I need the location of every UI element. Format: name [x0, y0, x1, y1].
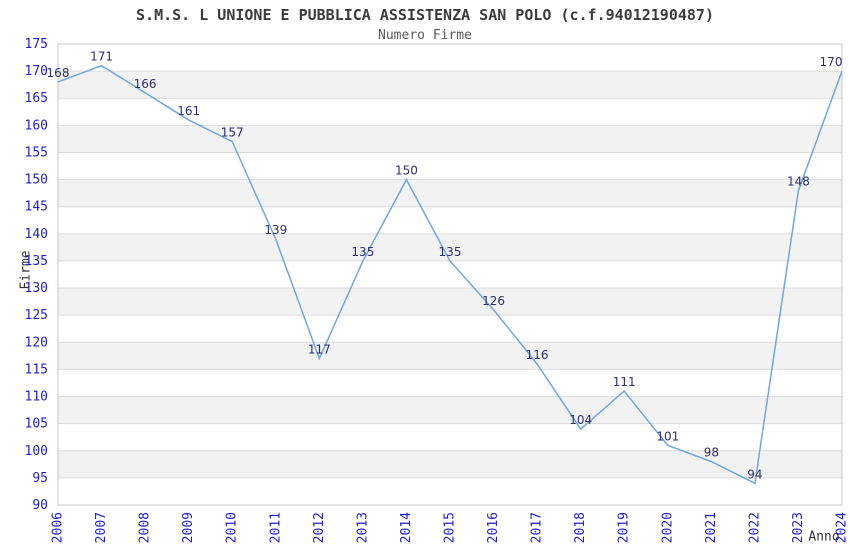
y-tick-label: 170 — [25, 64, 48, 79]
plot-border — [57, 43, 843, 506]
data-label: 104 — [569, 413, 592, 427]
x-tick-label: 2023 — [791, 512, 806, 543]
data-label: 101 — [656, 429, 679, 443]
data-label: 168 — [47, 66, 70, 80]
y-tick-label: 115 — [25, 362, 48, 377]
y-tick-label: 150 — [25, 173, 48, 188]
x-tick-label: 2013 — [355, 512, 370, 543]
x-tick-label: 2008 — [138, 512, 153, 543]
data-label: 171 — [90, 50, 113, 64]
x-tick-label: 2012 — [312, 512, 327, 543]
plot-band — [58, 450, 842, 478]
data-label: 148 — [787, 174, 810, 188]
data-label: 135 — [351, 245, 374, 259]
data-label: 94 — [747, 467, 762, 481]
x-axis-title: Anno — [808, 529, 840, 545]
series-line — [57, 64, 843, 485]
data-label: 98 — [704, 446, 719, 460]
plot-band — [58, 288, 842, 316]
x-tick-label: 2018 — [573, 512, 588, 543]
x-tick-label: 2021 — [704, 512, 719, 543]
data-label: 161 — [177, 104, 200, 118]
x-tick-label: 2022 — [747, 512, 762, 543]
x-tick-label: 2010 — [225, 512, 240, 543]
y-tick-label: 145 — [25, 200, 48, 215]
plot-band — [58, 233, 842, 261]
plot-band — [58, 179, 842, 207]
y-tick-label: 130 — [25, 281, 48, 296]
x-tick-label: 2016 — [486, 512, 501, 543]
y-tick-label: 135 — [25, 254, 48, 269]
x-tick-label: 2019 — [617, 512, 632, 543]
y-tick-label: 125 — [25, 308, 48, 323]
chart-title: S.M.S. L UNIONE E PUBBLICA ASSISTENZA SA… — [136, 6, 714, 24]
data-label: 170 — [820, 55, 843, 69]
y-tick-label: 110 — [25, 390, 48, 405]
y-tick-label: 90 — [32, 498, 48, 513]
y-tick-label: 120 — [25, 335, 48, 350]
data-label: 139 — [264, 223, 287, 237]
x-tick-label: 2007 — [94, 512, 109, 543]
plot-band — [58, 342, 842, 370]
data-label: 135 — [439, 245, 462, 259]
data-label: 166 — [134, 77, 157, 91]
data-label: 111 — [613, 375, 636, 389]
y-tick-label: 165 — [25, 91, 48, 106]
x-tick-label: 2009 — [181, 512, 196, 543]
x-tick-label: 2006 — [51, 512, 66, 543]
x-tick-label: 2017 — [530, 512, 545, 543]
y-tick-label: 160 — [25, 118, 48, 133]
plot-band — [58, 125, 842, 153]
data-label: 157 — [221, 126, 244, 140]
data-label: 126 — [482, 294, 505, 308]
data-label: 116 — [526, 348, 549, 362]
x-tick-label: 2020 — [660, 512, 675, 543]
y-tick-label: 140 — [25, 227, 48, 242]
plot-band — [58, 396, 842, 424]
chart-subtitle: Numero Firme — [378, 28, 472, 43]
x-tick-label: 2024 — [835, 512, 850, 543]
y-tick-label: 155 — [25, 145, 48, 160]
x-tick-label: 2015 — [443, 512, 458, 543]
x-tick-label: 2011 — [268, 512, 283, 543]
x-tick-label: 2014 — [399, 512, 414, 543]
y-tick-label: 105 — [25, 417, 48, 432]
y-tick-label: 95 — [32, 471, 48, 486]
plot-band — [58, 71, 842, 99]
data-label: 150 — [395, 164, 418, 178]
data-label: 117 — [308, 343, 331, 357]
y-tick-label: 175 — [25, 37, 48, 52]
y-tick-label: 100 — [25, 444, 48, 459]
